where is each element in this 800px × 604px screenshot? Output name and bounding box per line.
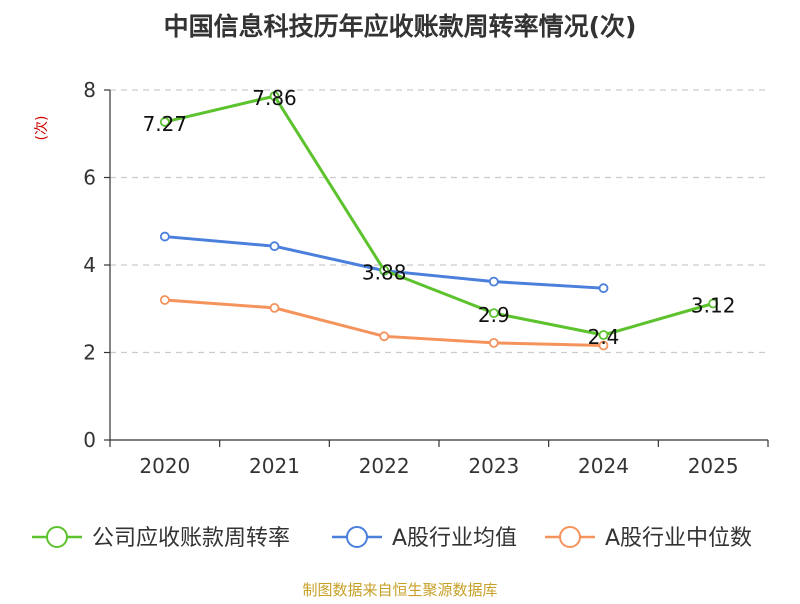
data-point-1: [269, 241, 280, 252]
legend-label: A股行业中位数: [605, 526, 752, 551]
x-tick-label: 2024: [578, 454, 629, 478]
axes: 0 2 4 6 8 2020 2021 2022 2023 2024 2025: [83, 78, 769, 478]
x-tick-label: 2021: [249, 454, 300, 478]
data-point-0: [379, 265, 390, 276]
grid-lines: [110, 89, 768, 354]
y-tick-label: 4: [83, 253, 96, 277]
data-label: 3.88: [362, 260, 407, 284]
series-layer: [159, 91, 719, 351]
x-tick-label: 2020: [139, 454, 190, 478]
y-tick-label: 6: [83, 166, 96, 190]
x-tick-label: 2023: [468, 454, 519, 478]
y-axis-label: (次): [34, 116, 50, 141]
x-tick-label: 2025: [688, 454, 739, 478]
chart-title: 中国信息科技历年应收账款周转率情况(次): [164, 12, 637, 41]
data-point-2: [488, 337, 499, 348]
data-label: 7.27: [143, 112, 188, 136]
data-label: 2.4: [588, 325, 620, 349]
legend-label: A股行业均值: [392, 526, 517, 551]
data-point-0: [159, 117, 170, 127]
y-tick-label: 8: [83, 78, 96, 102]
series-line-0: [164, 94, 714, 337]
data-label: 3.12: [691, 294, 736, 318]
data-point-2: [379, 331, 390, 342]
data-point-0: [488, 308, 499, 319]
data-label: 2.9: [478, 303, 510, 327]
source-note: 制图数据来自恒生聚源数据库: [302, 581, 497, 599]
data-point-1: [159, 231, 170, 242]
data-point-0: [598, 330, 609, 340]
x-tick-label: 2022: [359, 454, 410, 478]
data-point-2: [159, 295, 170, 305]
legend-swatch-marker: [346, 526, 368, 548]
legend-swatch-marker: [559, 526, 581, 548]
legend: 公司应收账款周转率 A股行业均值 A股行业中位数: [32, 526, 752, 551]
y-tick-label: 2: [83, 341, 96, 365]
data-point-2: [269, 302, 280, 313]
data-point-1: [598, 283, 609, 294]
data-point-0: [708, 298, 719, 309]
legend-swatch-marker: [46, 526, 68, 548]
legend-label: 公司应收账款周转率: [92, 526, 290, 551]
data-point-1: [488, 276, 499, 287]
data-label: 7.86: [252, 86, 297, 110]
data-point-2: [598, 340, 609, 351]
data-labels: 7.27 7.86 3.88 2.9 2.4 3.12: [143, 86, 736, 349]
y-tick-label: 0: [83, 428, 96, 452]
data-point-0: [269, 91, 280, 102]
